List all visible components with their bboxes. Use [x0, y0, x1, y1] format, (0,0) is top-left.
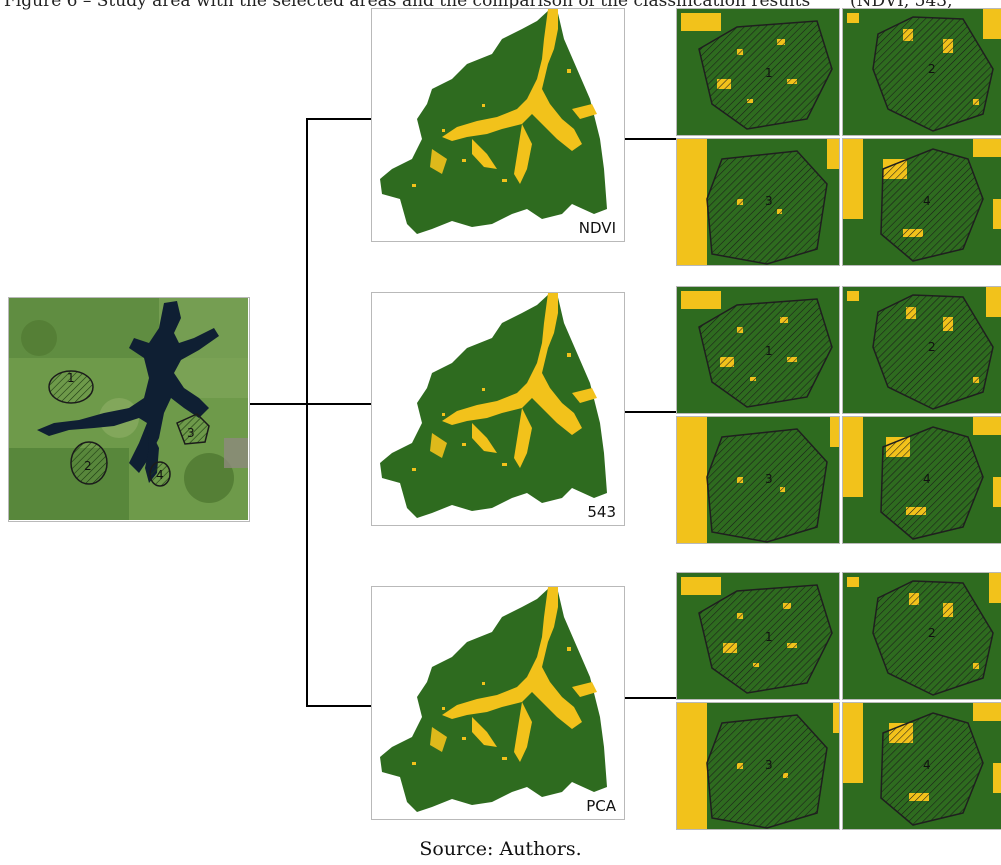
- zone-label: 2: [928, 340, 936, 354]
- zone-polygon: [872, 294, 994, 410]
- caption-cut-right: (NDVI, 543, PCA): [850, 0, 953, 10]
- zone-label: 2: [928, 62, 936, 76]
- method-label-pca: PCA: [586, 797, 616, 815]
- pca-zone-grid: 1 2 3 4: [676, 572, 1001, 830]
- zone-2-polygon: 2: [70, 441, 108, 485]
- source-credit: Source: Authors.: [419, 838, 582, 860]
- ndvi-classification-panel: NDVI: [371, 8, 625, 242]
- zone-polygon: [880, 426, 984, 540]
- zone-tile-4: 4: [842, 138, 1001, 266]
- zone-label: 1: [765, 66, 773, 80]
- method-label-ndvi: NDVI: [578, 219, 616, 237]
- zone-label: 4: [923, 758, 931, 772]
- zone-polygon: [706, 150, 828, 265]
- zone-label: 2: [928, 626, 936, 640]
- zone-3-label: 3: [187, 426, 195, 440]
- 543-classification-map: [372, 293, 624, 523]
- zone-tile-4: 4: [842, 416, 1001, 544]
- zone-tile-2: 2: [842, 286, 1001, 414]
- satellite-image-panel: 1 2 3 4: [8, 297, 250, 522]
- zone-tile-1: 1: [676, 286, 840, 414]
- zone-label: 1: [765, 344, 773, 358]
- zone-tile-1: 1: [676, 572, 840, 700]
- zone-label: 3: [765, 758, 773, 772]
- zone-polygon: [872, 580, 994, 696]
- zone-polygon: [706, 428, 828, 543]
- zone-polygon: [698, 20, 833, 130]
- zone-2-label: 2: [84, 459, 92, 473]
- caption-cut-left: Figure 6 – Study area with the selected …: [4, 0, 811, 10]
- zone-polygon: [706, 714, 828, 829]
- zone-label: 4: [923, 194, 931, 208]
- zone-polygon: [880, 148, 984, 262]
- zone-tile-3: 3: [676, 138, 840, 266]
- zone-polygon: [698, 298, 833, 408]
- pca-classification-map: [372, 587, 624, 817]
- figure-caption-cut: Figure 6 – Study area with the selected …: [0, 0, 1001, 10]
- zone-polygon: [872, 16, 994, 132]
- connector-to-543: [306, 403, 372, 405]
- connector-source-out: [250, 403, 308, 405]
- method-label-543: 543: [587, 503, 616, 521]
- zone-tile-2: 2: [842, 572, 1001, 700]
- zone-1-label: 1: [67, 371, 75, 385]
- connector-to-pca: [306, 705, 372, 707]
- zone-tile-3: 3: [676, 702, 840, 830]
- zone-tile-3: 3: [676, 416, 840, 544]
- ndvi-zone-grid: 1 2 3 4: [676, 8, 1001, 266]
- 543-classification-panel: 543: [371, 292, 625, 526]
- zone-label: 3: [765, 472, 773, 486]
- connector-543-to-zones: [624, 411, 677, 413]
- zone-4-label: 4: [156, 468, 164, 482]
- zone-tile-2: 2: [842, 8, 1001, 136]
- connector-pca-to-zones: [624, 697, 677, 699]
- zone-1-polygon: 1: [48, 370, 94, 404]
- zone-label: 4: [923, 472, 931, 486]
- zone-3-polygon: 3: [176, 413, 210, 445]
- ndvi-classification-map: [372, 9, 624, 239]
- zone-label: 1: [765, 630, 773, 644]
- zone-tile-1: 1: [676, 8, 840, 136]
- reservoir-water: [37, 301, 219, 473]
- zone-label: 3: [765, 194, 773, 208]
- pca-classification-panel: PCA: [371, 586, 625, 820]
- connector-to-ndvi: [306, 118, 372, 120]
- zone-4-polygon: 4: [149, 461, 171, 487]
- connector-vertical-trunk: [306, 118, 308, 707]
- connector-ndvi-to-zones: [624, 138, 677, 140]
- satellite-image: 1 2 3 4: [9, 298, 248, 520]
- zone-tile-4: 4: [842, 702, 1001, 830]
- zone-polygon: [880, 712, 984, 826]
- zone-polygon: [698, 584, 833, 694]
- 543-zone-grid: 1 2 3 4: [676, 286, 1001, 544]
